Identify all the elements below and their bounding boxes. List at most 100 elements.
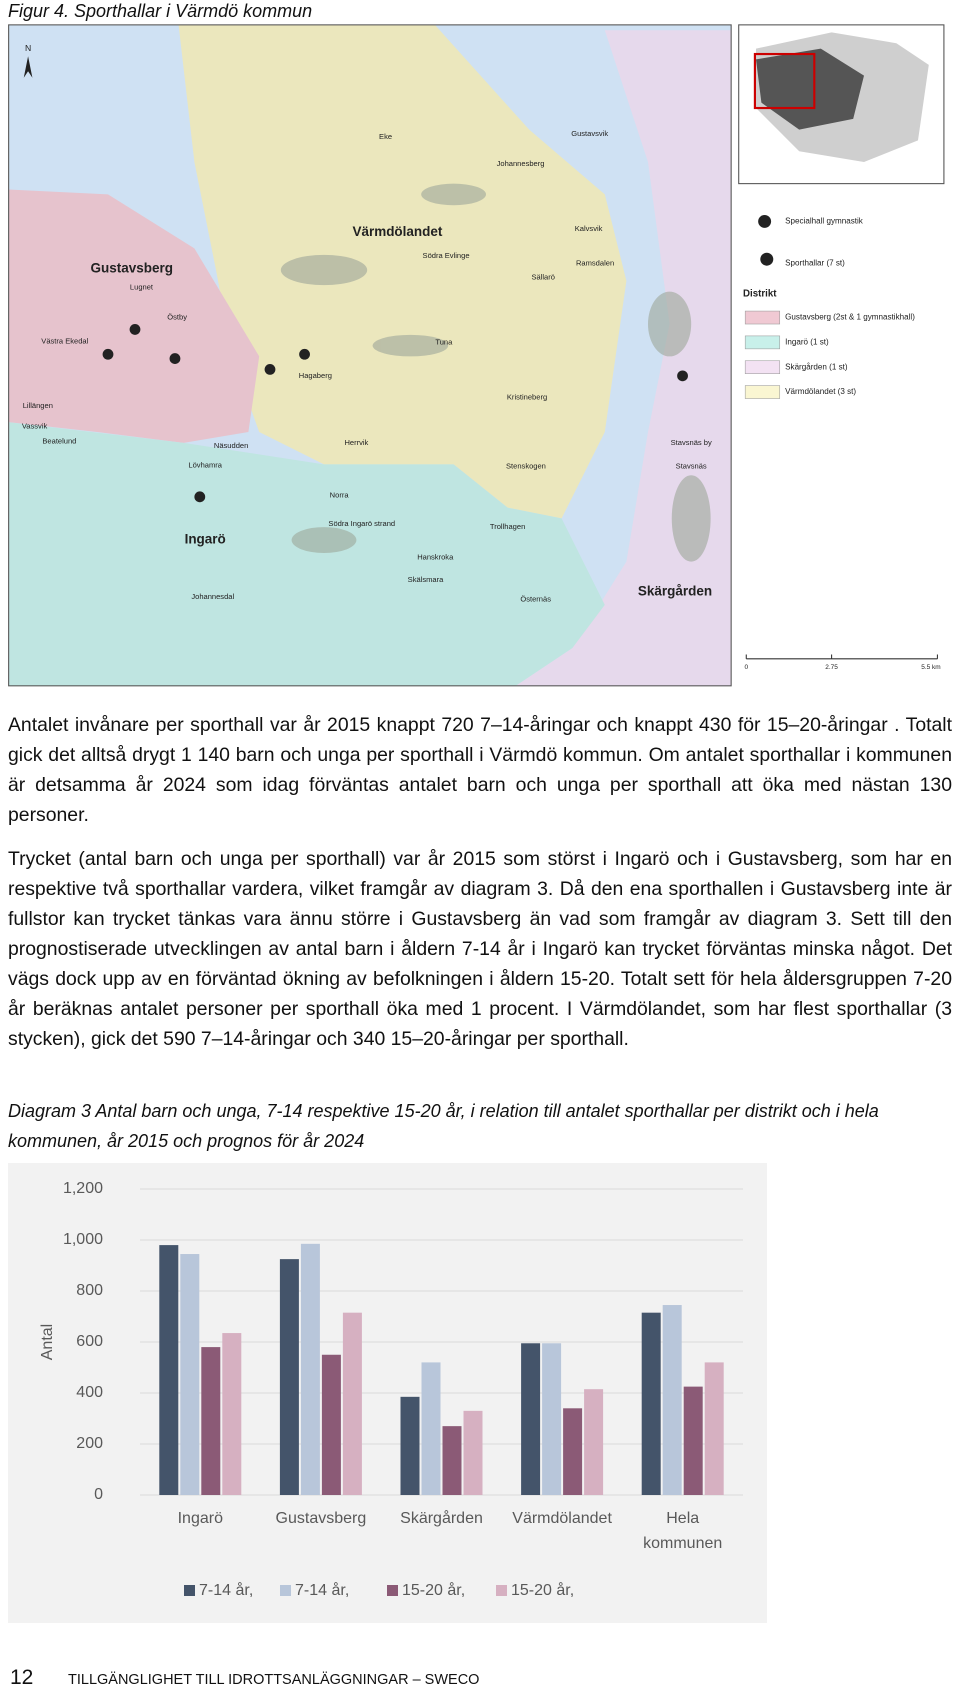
place-label: Värmdölandet bbox=[352, 224, 442, 239]
place-label: Gustavsvik bbox=[571, 129, 608, 138]
legend-label: 7-14 år, bbox=[199, 1581, 253, 1599]
y-axis-label: Antal bbox=[39, 1324, 56, 1360]
bar bbox=[662, 1305, 682, 1495]
place-label: Johannesdal bbox=[191, 592, 234, 601]
map-frame bbox=[8, 24, 732, 687]
place-label: Kristineberg bbox=[507, 392, 547, 401]
place-label: Eke bbox=[379, 132, 392, 141]
legend-swatch bbox=[280, 1585, 291, 1596]
place-label: Vassvik bbox=[22, 422, 48, 431]
bar bbox=[421, 1362, 441, 1495]
bar bbox=[222, 1333, 242, 1495]
bar bbox=[180, 1254, 200, 1495]
x-tick-label: Ingarö bbox=[177, 1510, 223, 1527]
district-varmdolandet bbox=[178, 24, 627, 519]
bar bbox=[463, 1410, 483, 1495]
legend-label: Specialhall gymnastik bbox=[785, 217, 864, 226]
place-label: Norra bbox=[330, 491, 350, 500]
bar bbox=[641, 1312, 661, 1495]
place-label: Näsudden bbox=[214, 441, 248, 450]
scale-label: 5.5 km bbox=[921, 664, 940, 671]
place-label: Lillängen bbox=[23, 401, 53, 410]
legend-swatch bbox=[184, 1585, 195, 1596]
place-label: Stavsnäs bbox=[676, 462, 707, 471]
bar bbox=[442, 1426, 462, 1495]
place-label: Skälsmara bbox=[408, 575, 444, 584]
north-arrow bbox=[23, 56, 33, 78]
bar bbox=[300, 1243, 320, 1495]
land-patches bbox=[280, 183, 711, 562]
y-tick-label: 1,200 bbox=[63, 1180, 103, 1197]
figure-caption: Figur 4. Sporthallar i Värmdö kommun bbox=[8, 1, 313, 21]
y-tick-label: 800 bbox=[76, 1282, 103, 1299]
bar bbox=[563, 1408, 583, 1495]
place-label: Södra Evlinge bbox=[423, 251, 470, 260]
legend-label: Skärgården (1 st) bbox=[785, 362, 848, 371]
legend-title: Distrikt bbox=[743, 288, 777, 299]
map: N Eke Gustavsvik Johannesberg Värmdölandet K… bbox=[8, 24, 945, 687]
place-label: Skärgården bbox=[638, 583, 712, 598]
bar bbox=[683, 1386, 703, 1495]
district-ingaro bbox=[8, 422, 605, 686]
legend-swatch bbox=[744, 335, 781, 350]
legend-icon bbox=[760, 252, 774, 266]
sporthall-icons bbox=[102, 324, 688, 503]
diagram-caption: Diagram 3 Antal barn och unga, 7-14 resp… bbox=[8, 1101, 879, 1151]
legend-label: 7-14 år, bbox=[295, 1581, 349, 1599]
legend-swatch bbox=[387, 1585, 398, 1596]
legend-label: 15-20 år, bbox=[511, 1581, 574, 1599]
place-label: Östernäs bbox=[520, 594, 551, 603]
legend-swatch bbox=[744, 385, 781, 399]
north-label: N bbox=[25, 43, 31, 53]
bar bbox=[400, 1396, 420, 1495]
place-label: Herrvik bbox=[344, 438, 368, 447]
legend-label: Gustavsberg (2st & 1 gymnastikhall) bbox=[785, 313, 915, 322]
x-tick-label: Hela kommunen bbox=[643, 1510, 723, 1552]
bar bbox=[521, 1343, 541, 1495]
paragraph: Trycket (antal barn och unga per sportha… bbox=[8, 848, 952, 1050]
legend-swatch bbox=[496, 1585, 507, 1596]
place-label: Gustavsberg bbox=[91, 261, 173, 276]
y-tick-label: 0 bbox=[94, 1486, 103, 1503]
place-label: Stenskogen bbox=[506, 462, 546, 471]
place-label: Lövhamra bbox=[188, 461, 222, 470]
scale-label: 2.75 bbox=[825, 664, 838, 671]
map-area: N Eke Gustavsvik Johannesberg Värmdölandet K… bbox=[8, 24, 732, 686]
bar bbox=[704, 1362, 724, 1495]
district-gustavsberg bbox=[8, 189, 260, 443]
bar bbox=[159, 1245, 179, 1495]
inset-land bbox=[755, 48, 864, 130]
bar bbox=[321, 1354, 341, 1495]
legend-label: Ingarö (1 st) bbox=[785, 338, 829, 347]
place-label: Beatelund bbox=[42, 437, 76, 446]
paragraph: Antalet invånare per sporthall var år 20… bbox=[8, 714, 952, 826]
legend-label: Värmdölandet (3 st) bbox=[785, 387, 856, 396]
place-label: Södra Ingarö strand bbox=[328, 519, 395, 528]
bar bbox=[584, 1389, 604, 1495]
place-label: Tuna bbox=[435, 337, 453, 346]
place-label: Östby bbox=[167, 313, 187, 322]
legend-icon bbox=[758, 214, 772, 228]
place-label: Stavsnäs by bbox=[671, 438, 712, 447]
place-label: Sällarö bbox=[531, 273, 555, 282]
x-tick-label: Gustavsberg bbox=[275, 1510, 367, 1527]
x-tick-label: Skärgården bbox=[400, 1510, 483, 1527]
place-label: Lugnet bbox=[130, 282, 154, 291]
bar bbox=[342, 1312, 362, 1495]
page-number: 12 bbox=[10, 1666, 34, 1689]
y-tick-label: 1,000 bbox=[63, 1231, 103, 1248]
place-label: Västra Ekedal bbox=[41, 336, 88, 345]
place-label: Hanskroka bbox=[417, 552, 454, 561]
place-label: Kalvsvik bbox=[575, 224, 603, 233]
place-label: Ingarö bbox=[185, 532, 226, 547]
footer-text: TILLGÄNGLIGHET TILL IDROTTSANLÄGGNINGAR … bbox=[68, 1672, 480, 1688]
legend-label: 15-20 år, bbox=[402, 1581, 465, 1599]
place-label: Hagaberg bbox=[299, 371, 332, 380]
place-label: Ramsdalen bbox=[576, 259, 614, 268]
bar bbox=[279, 1259, 299, 1495]
bar bbox=[201, 1347, 221, 1495]
y-tick-label: 600 bbox=[76, 1333, 103, 1350]
place-label: Johannesberg bbox=[497, 159, 545, 168]
x-tick-label: Värmdölandet bbox=[512, 1510, 612, 1527]
legend-swatch bbox=[744, 360, 781, 374]
